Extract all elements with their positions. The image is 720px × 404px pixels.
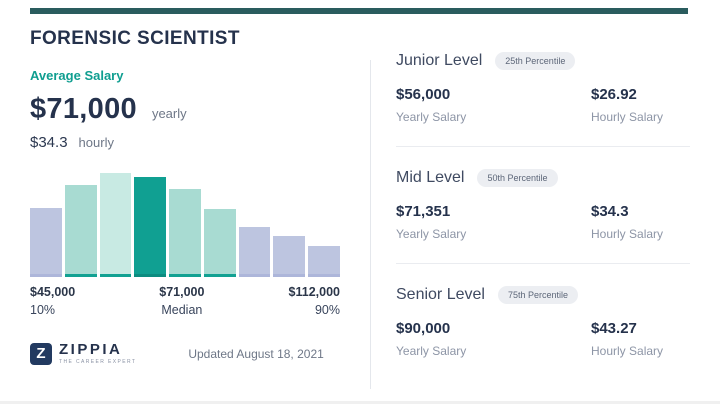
hourly-salary-value: $34.3: [30, 134, 68, 151]
tick-90th-percentile: $112,000 90%: [289, 286, 340, 316]
level-values: $90,000 Yearly Salary $43.27 Hourly Sala…: [396, 320, 690, 358]
tick-value: $112,000: [288, 285, 340, 299]
percentile-badge: 50th Percentile: [477, 169, 558, 187]
yearly-group: $56,000 Yearly Salary: [396, 86, 591, 124]
tick-label: Median: [161, 302, 203, 317]
histogram-bar-3: [99, 173, 132, 277]
tick-10th-percentile: $45,000 10%: [30, 286, 75, 316]
yearly-salary-unit: yearly: [151, 106, 187, 121]
level-values: $71,351 Yearly Salary $34.3 Hourly Salar…: [396, 203, 690, 241]
yearly-label: Yearly Salary: [396, 110, 467, 124]
yearly-value: $71,351: [396, 203, 451, 220]
level-title: Mid Level: [396, 169, 465, 186]
level-header: Senior Level 75th Percentile: [396, 286, 690, 304]
hourly-salary-unit: hourly: [78, 135, 114, 150]
histogram-bar-8: [273, 235, 306, 277]
hourly-group: $34.3 Hourly Salary: [591, 203, 690, 241]
hourly-label: Hourly Salary: [591, 344, 664, 358]
zippia-logo-name: ZIPPIA: [59, 341, 123, 358]
yearly-value: $56,000: [396, 86, 451, 103]
salary-levels-panel: Junior Level 25th Percentile $56,000 Yea…: [371, 28, 720, 401]
page-title: FORENSIC SCIENTIST: [30, 28, 240, 49]
zippia-logo-text: ZIPPIA THE CAREER EXPERT: [59, 342, 136, 365]
top-accent-bar: [30, 8, 688, 14]
tick-value: $71,000: [159, 285, 205, 299]
salary-histogram-bars: [30, 171, 341, 277]
level-section-senior: Senior Level 75th Percentile $90,000 Yea…: [396, 286, 690, 380]
histogram-bar-6: [203, 209, 236, 277]
footer: Z ZIPPIA THE CAREER EXPERT Updated Augus…: [30, 342, 340, 365]
salary-histogram-ticks: $45,000 10% $71,000 Median $112,000 90%: [30, 286, 340, 316]
histogram-bar-9: [308, 246, 341, 277]
salary-overview-panel: FORENSIC SCIENTIST Average Salary $71,00…: [30, 28, 341, 401]
hourly-value: $34.3: [591, 203, 629, 220]
yearly-value: $90,000: [396, 320, 451, 337]
percentile-badge: 25th Percentile: [495, 52, 576, 70]
level-header: Junior Level 25th Percentile: [396, 52, 690, 70]
hourly-value: $26.92: [591, 86, 637, 103]
histogram-bar-1: [30, 208, 62, 277]
vertical-divider: [370, 60, 371, 389]
tick-median: $71,000 Median: [159, 286, 204, 316]
zippia-logo: Z ZIPPIA THE CAREER EXPERT: [30, 342, 136, 365]
hourly-salary-row: $34.3 hourly: [30, 134, 340, 151]
zippia-logo-tagline: THE CAREER EXPERT: [59, 359, 137, 365]
updated-date: Updated August 18, 2021: [188, 346, 324, 361]
level-values: $56,000 Yearly Salary $26.92 Hourly Sala…: [396, 86, 690, 124]
tick-label: 10%: [30, 302, 56, 317]
percentile-badge: 75th Percentile: [497, 286, 578, 304]
histogram-bar-2: [64, 184, 97, 277]
level-section-junior: Junior Level 25th Percentile $56,000 Yea…: [396, 52, 690, 147]
salary-histogram: $45,000 10% $71,000 Median $112,000 90%: [30, 171, 341, 316]
yearly-label: Yearly Salary: [396, 227, 467, 241]
yearly-label: Yearly Salary: [396, 344, 467, 358]
hourly-value: $43.27: [591, 320, 637, 337]
tick-label: 90%: [314, 302, 340, 317]
level-title: Junior Level: [396, 52, 483, 69]
histogram-bar-4: [134, 177, 167, 277]
yearly-group: $90,000 Yearly Salary: [396, 320, 591, 358]
histogram-bar-7: [238, 227, 271, 277]
level-title: Senior Level: [396, 286, 485, 303]
level-section-mid: Mid Level 50th Percentile $71,351 Yearly…: [396, 169, 690, 264]
hourly-label: Hourly Salary: [591, 110, 664, 124]
yearly-salary-value: $71,000: [30, 93, 137, 125]
hourly-group: $43.27 Hourly Salary: [591, 320, 690, 358]
yearly-salary-row: $71,000 yearly: [30, 93, 340, 126]
tick-value: $45,000: [30, 285, 76, 299]
level-header: Mid Level 50th Percentile: [396, 169, 690, 187]
hourly-group: $26.92 Hourly Salary: [591, 86, 690, 124]
histogram-bar-5: [169, 189, 201, 277]
average-salary-label: Average Salary: [30, 68, 124, 83]
hourly-label: Hourly Salary: [591, 227, 664, 241]
yearly-group: $71,351 Yearly Salary: [396, 203, 591, 241]
zippia-logo-icon: Z: [30, 342, 52, 365]
